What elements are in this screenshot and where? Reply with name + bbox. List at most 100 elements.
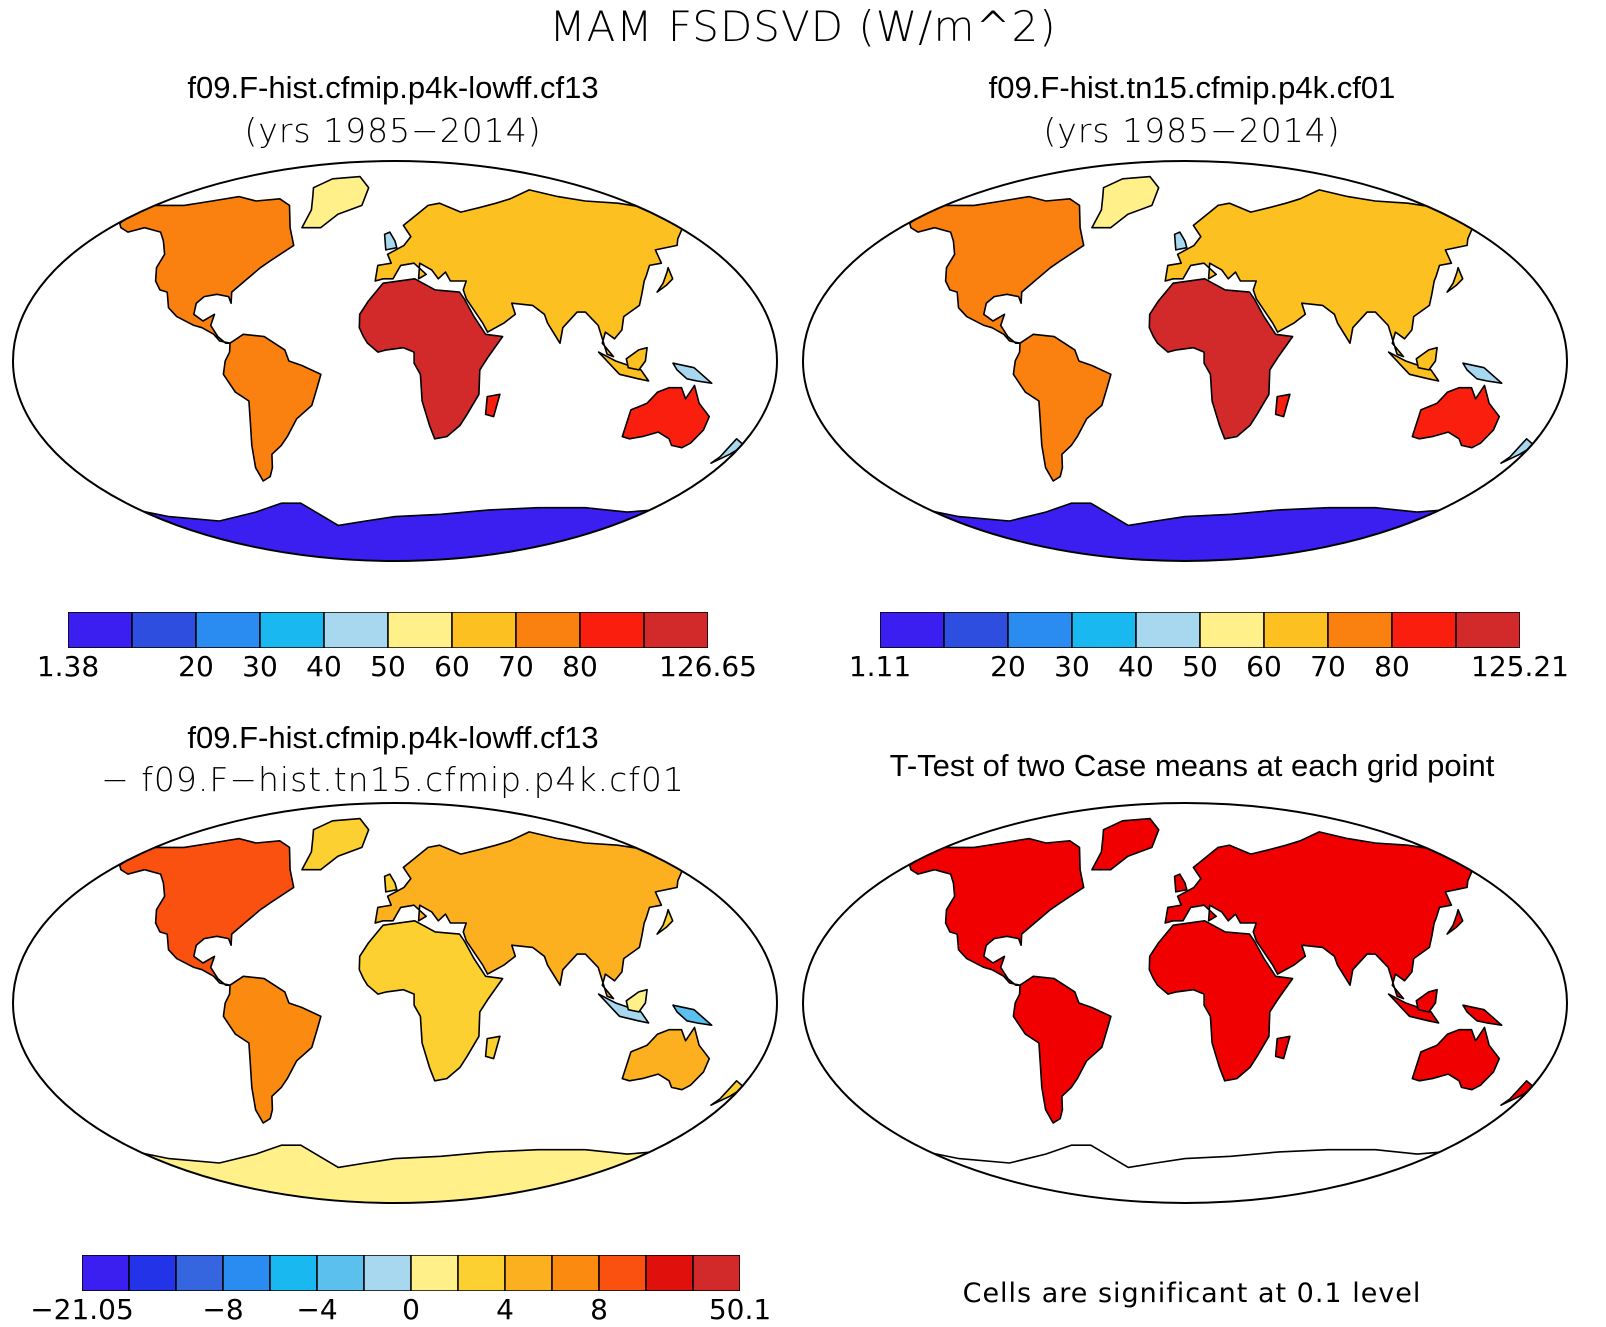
map-panel-4	[802, 802, 1568, 1204]
colorbar-swatch	[128, 1255, 177, 1291]
significance-note: Cells are significant at 0.1 level	[962, 1278, 1422, 1309]
colorbar-swatch	[579, 612, 645, 648]
colorbar-swatch	[259, 612, 325, 648]
landmass-madagascar	[484, 1035, 501, 1060]
colorbar-tick-label: 20	[990, 650, 1026, 683]
panel-2-title: f09.F-hist.tn15.cfmip.p4k.cf01	[988, 70, 1396, 105]
colorbar-swatch	[1391, 612, 1457, 648]
colorbar-swatches	[82, 1255, 740, 1291]
colorbar-tick-label: 70	[498, 650, 534, 683]
map-border	[12, 160, 778, 562]
map-panel-1	[12, 160, 778, 562]
colorbar-tick-label: 125.21	[1471, 650, 1569, 683]
colorbar-panel-2: 1.11 20 30 40 50 60 70 80 125.21	[849, 612, 1569, 683]
landmass-indonesia	[597, 351, 650, 382]
colorbar-swatch	[1199, 612, 1265, 648]
colorbar-swatch	[269, 1255, 318, 1291]
landmass-japan	[656, 266, 674, 293]
landmass-australia	[1411, 384, 1501, 449]
landmass-newGuinea	[672, 1004, 713, 1026]
map-border	[802, 802, 1568, 1204]
landmass-britain	[1173, 873, 1188, 893]
landmass-borneo	[1415, 988, 1438, 1013]
colorbar-tick-label: 8	[590, 1293, 608, 1326]
landmass-newGuinea	[1462, 1004, 1503, 1026]
colorbar-swatch	[410, 1255, 459, 1291]
colorbar-panel-3: −21.05 −8 −4 0 4 8 50.1	[30, 1255, 771, 1326]
colorbar-tick-label: 40	[306, 650, 342, 683]
colorbar-swatch	[175, 1255, 224, 1291]
colorbar-swatch	[504, 1255, 553, 1291]
colorbar-swatch	[323, 612, 389, 648]
colorbar-tick-label: −8	[202, 1293, 244, 1326]
colorbar-swatch	[1327, 612, 1393, 648]
landmass-britain	[383, 873, 398, 893]
map-panel-2	[802, 160, 1568, 562]
colorbar-tick-label: 50.1	[708, 1293, 772, 1326]
colorbar-swatch	[880, 612, 945, 648]
landmass-australia	[621, 1026, 711, 1091]
colorbar-swatch	[1071, 612, 1137, 648]
landmass-newGuinea	[1462, 362, 1503, 384]
landmass-japan	[1446, 266, 1464, 293]
landmass-madagascar	[484, 393, 501, 418]
landmass-indonesia	[1387, 351, 1440, 382]
colorbar-tick-label: 80	[1374, 650, 1410, 683]
landmass-indonesia	[597, 993, 650, 1024]
landmass-northAmerica	[118, 837, 295, 986]
landmass-borneo	[625, 988, 648, 1013]
colorbar-tick-label: 60	[1246, 650, 1282, 683]
colorbar-tick-label: 40	[1118, 650, 1154, 683]
landmass-africa	[1148, 278, 1294, 440]
panel-2-subtitle: (yrs 1985−2014)	[1043, 111, 1341, 150]
landmass-southAmerica	[222, 333, 322, 482]
landmass-africa	[358, 278, 504, 440]
colorbar-swatch	[82, 1255, 130, 1291]
landmass-africa	[1148, 920, 1294, 1082]
colorbar-swatch	[1007, 612, 1073, 648]
landmass-australia	[621, 384, 711, 449]
colorbar-tick-label: 70	[1310, 650, 1346, 683]
colorbar-swatch	[451, 612, 517, 648]
colorbar-panel-1: 1.38 20 30 40 50 60 70 80 126.65	[37, 612, 757, 683]
colorbar-swatch	[645, 1255, 694, 1291]
colorbar-tick-label: 80	[562, 650, 598, 683]
landmass-africa	[358, 920, 504, 1082]
panel-4-title: T-Test of two Case means at each grid po…	[889, 748, 1495, 783]
landmass-borneo	[1415, 346, 1438, 371]
colorbar-swatch	[195, 612, 261, 648]
colorbar-tick-label: 1.38	[36, 650, 100, 683]
colorbar-swatch	[316, 1255, 365, 1291]
colorbar-swatch	[457, 1255, 506, 1291]
landmass-eurasia	[374, 189, 684, 358]
panel-3-title: f09.F-hist.cfmip.p4k-lowff.cf13	[187, 720, 599, 755]
colorbar-tick-label: 50	[1182, 650, 1218, 683]
landmass-eurasia	[1164, 189, 1474, 358]
colorbar-swatch	[222, 1255, 271, 1291]
landmass-northAmerica	[908, 195, 1085, 344]
landmass-greenland	[301, 817, 370, 871]
colorbar-tick-label: 60	[434, 650, 470, 683]
landmass-japan	[1446, 908, 1464, 935]
colorbar-tick-label: 50	[370, 650, 406, 683]
landmass-greenland	[1091, 175, 1160, 229]
colorbar-tick-label: 4	[496, 1293, 514, 1326]
landmass-indonesia	[1387, 993, 1440, 1024]
figure-title: MAM FSDSVD (W/m^2)	[549, 2, 1057, 51]
colorbar-tick-label: 30	[1054, 650, 1090, 683]
map-border	[12, 802, 778, 1204]
colorbar-tick-label: −21.05	[30, 1293, 134, 1326]
landmass-greenland	[301, 175, 370, 229]
landmass-japan	[656, 908, 674, 935]
colorbar-swatch	[551, 1255, 600, 1291]
colorbar-tick-label: 30	[242, 650, 278, 683]
landmass-britain	[383, 231, 398, 251]
colorbar-swatch	[1455, 612, 1520, 648]
colorbar-swatch	[1263, 612, 1329, 648]
landmass-southAmerica	[222, 975, 322, 1124]
landmass-greenland	[1091, 817, 1160, 871]
colorbar-tick-label: 126.65	[659, 650, 757, 683]
landmass-eurasia	[1164, 831, 1474, 1000]
colorbar-swatch	[387, 612, 453, 648]
colorbar-swatch	[598, 1255, 647, 1291]
